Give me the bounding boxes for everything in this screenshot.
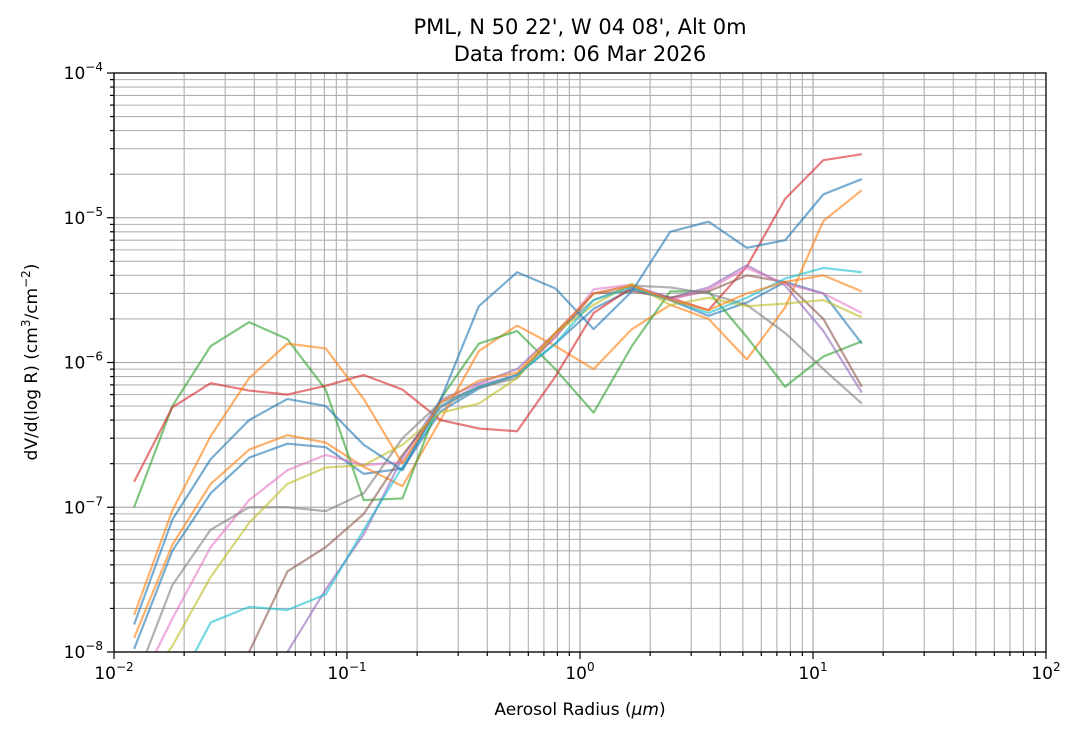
series-line-6 <box>245 274 863 652</box>
series-line-12 <box>133 274 863 616</box>
series-line-8 <box>145 284 863 652</box>
x-tick-labels: 10−2 10−1 100 101 102 <box>94 660 1060 684</box>
y-tick-labels: 10−8 10−7 10−6 10−5 10−4 <box>64 60 103 663</box>
x-axis-label: Aerosol Radius (μm) <box>494 700 665 720</box>
series-line-10 <box>193 266 862 652</box>
series-line-7 <box>154 266 863 652</box>
x-tick-label: 10−1 <box>327 660 366 684</box>
x-tick-label: 101 <box>798 660 827 684</box>
x-tick-label: 100 <box>565 660 594 684</box>
y-tick-label: 10−7 <box>64 494 103 518</box>
series-line-11 <box>133 178 863 625</box>
y-tick-label: 10−6 <box>64 350 103 374</box>
x-tick-label: 102 <box>1031 660 1060 684</box>
chart-title: PML, N 50 22', W 04 08', Alt 0m <box>413 15 746 39</box>
series-line-4 <box>133 153 862 483</box>
series-line-9 <box>166 282 863 652</box>
series-line-3 <box>133 290 863 508</box>
y-axis-label: dV/d(log R) (cm3/cm−2) <box>19 264 42 461</box>
x-tick-label: 10−2 <box>94 660 133 684</box>
axis-ticks <box>107 72 1047 659</box>
y-tick-label: 10−4 <box>64 60 103 84</box>
series-line-5 <box>285 264 863 652</box>
grid-lines <box>113 73 1046 653</box>
y-tick-label: 10−5 <box>64 205 103 229</box>
series-layer <box>133 153 863 652</box>
y-tick-label: 10−8 <box>64 639 103 663</box>
chart-subtitle: Data from: 06 Mar 2026 <box>454 42 707 66</box>
